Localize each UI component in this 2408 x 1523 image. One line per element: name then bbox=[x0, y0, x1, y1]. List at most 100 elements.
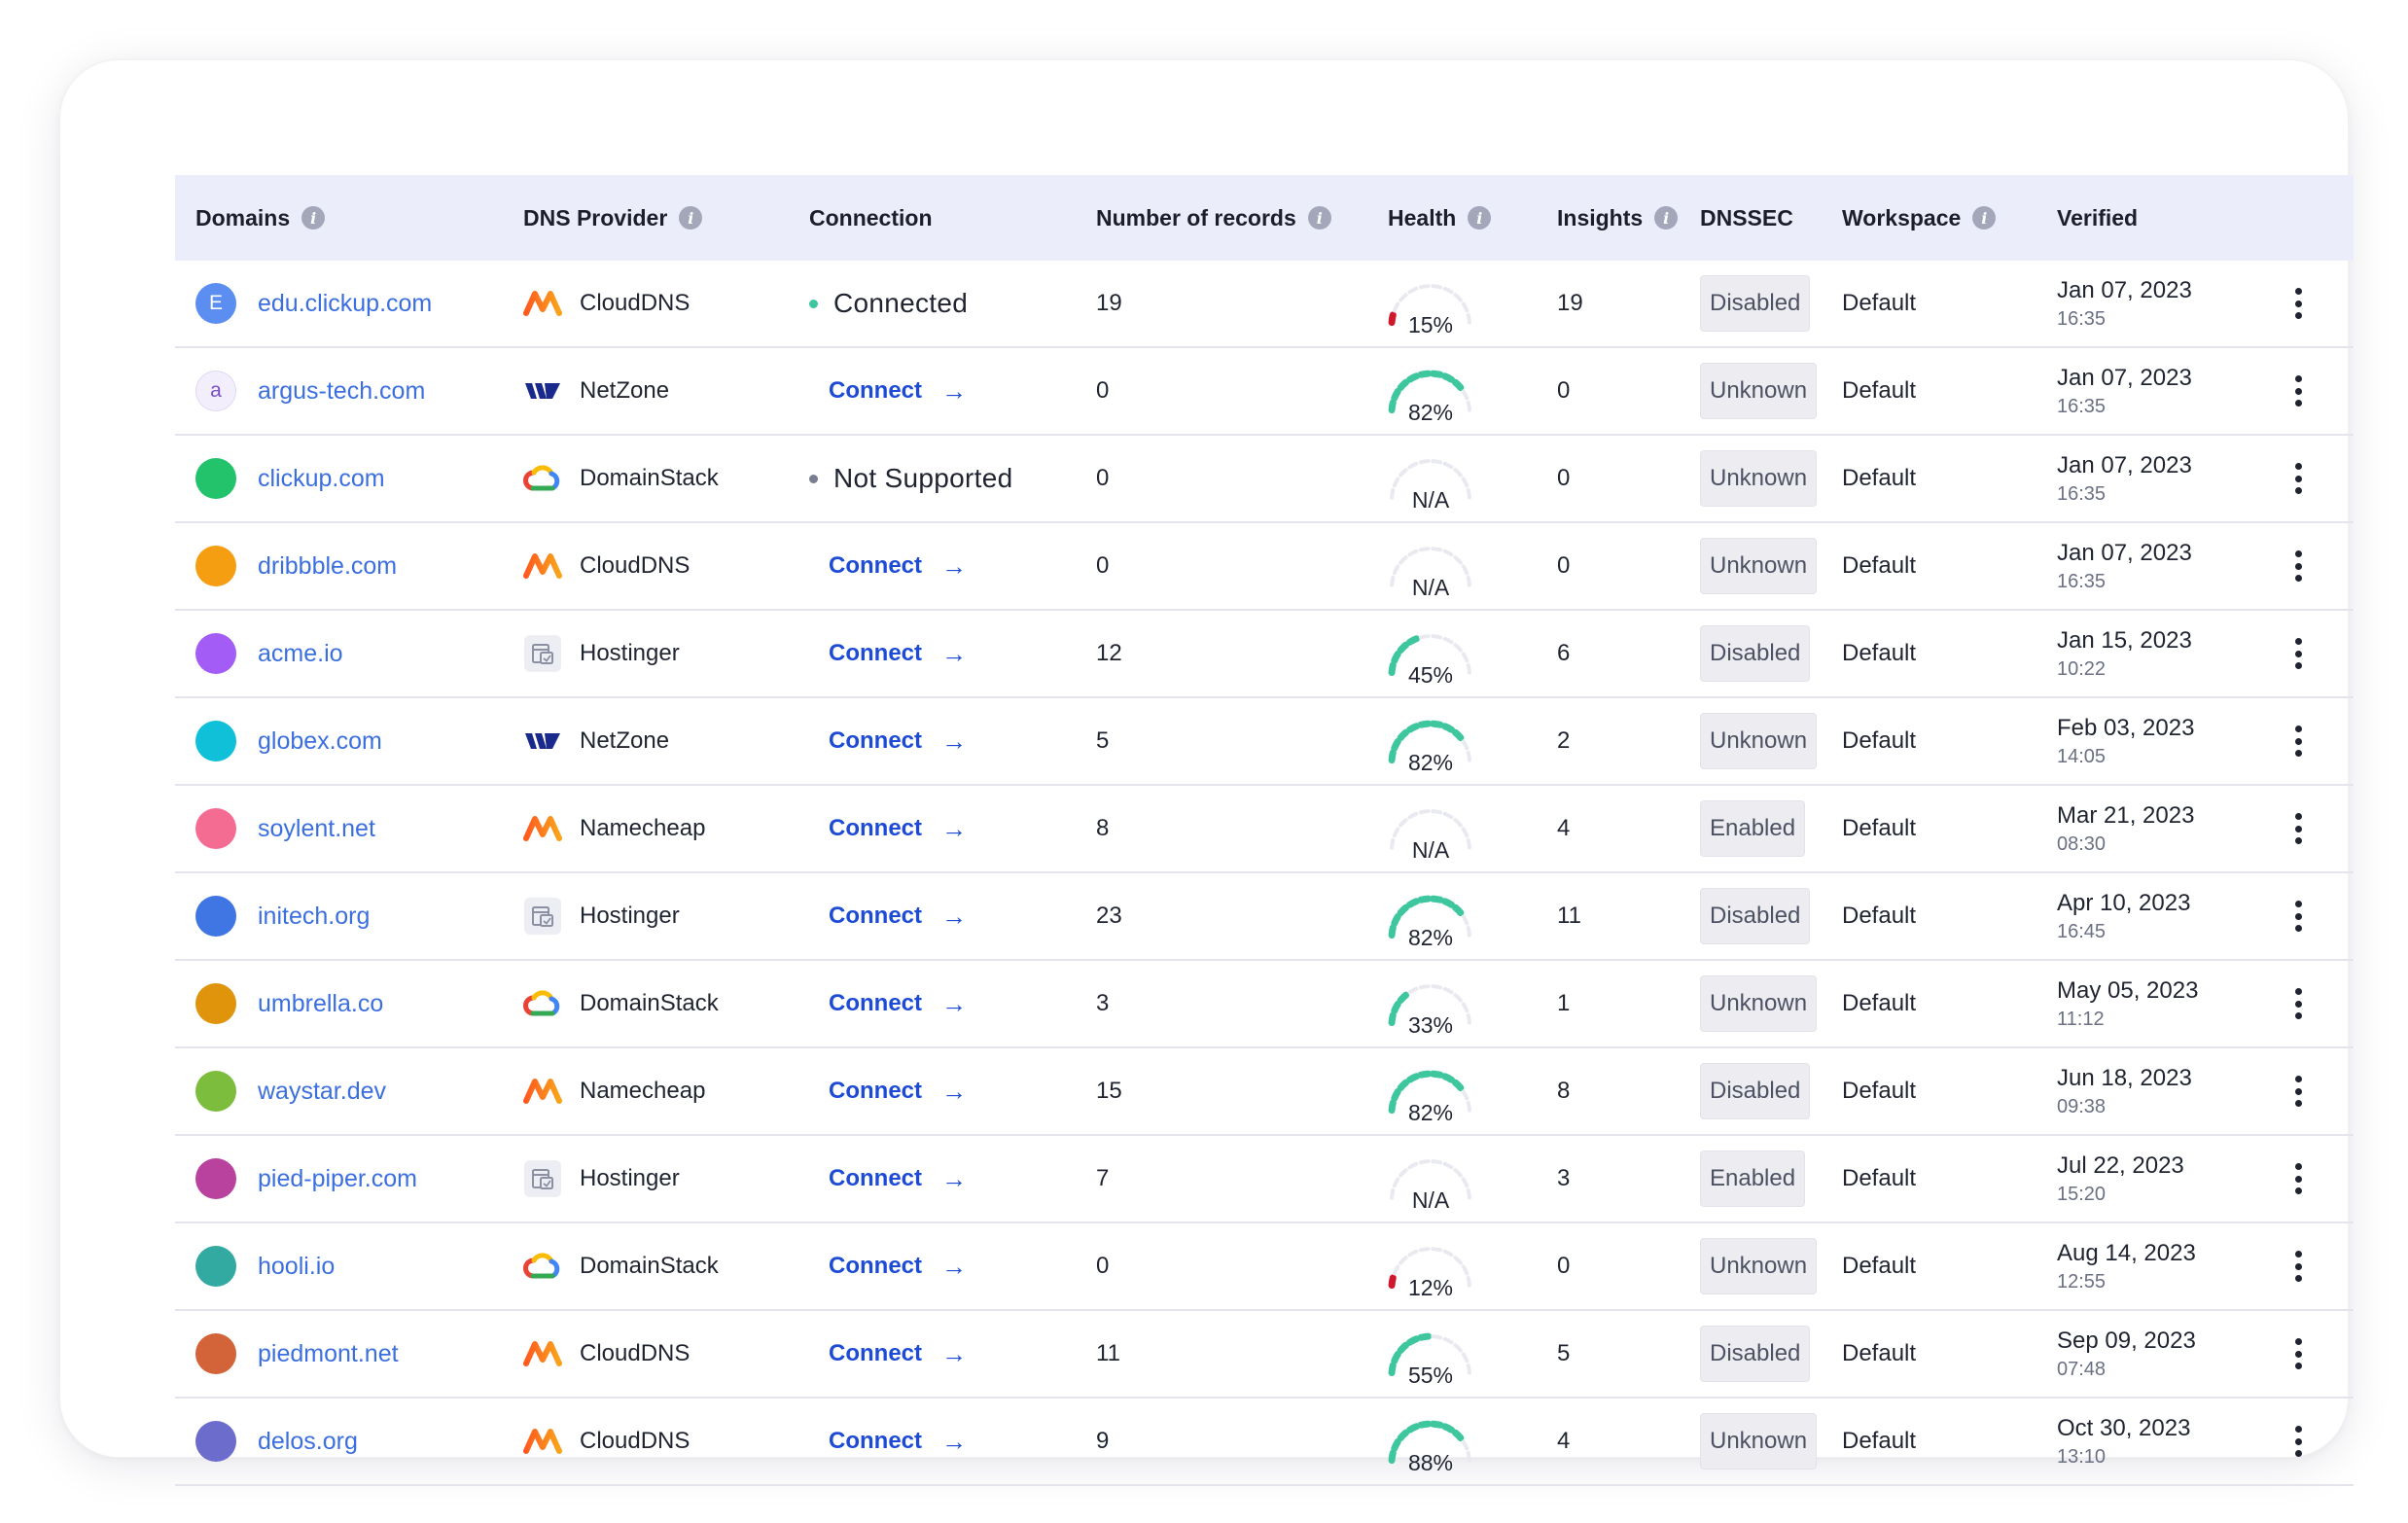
column-header-provider[interactable]: DNS Provider i bbox=[523, 175, 703, 261]
cloud-dns-logo-icon bbox=[523, 1422, 562, 1461]
connect-button[interactable]: Connect → bbox=[829, 989, 967, 1019]
connect-button[interactable]: Connect → bbox=[829, 1077, 967, 1107]
dnssec-cell: Unknown bbox=[1700, 698, 1818, 784]
info-icon[interactable]: i bbox=[1468, 206, 1492, 230]
connect-button[interactable]: Connect → bbox=[829, 376, 967, 407]
info-icon[interactable]: i bbox=[301, 206, 326, 230]
more-options-icon[interactable] bbox=[2288, 809, 2308, 848]
more-options-icon[interactable] bbox=[2288, 284, 2308, 323]
verified-cell: Jan 07, 2023 16:35 bbox=[2057, 523, 2192, 609]
health-value: N/A bbox=[1411, 837, 1450, 863]
dnssec-cell: Enabled bbox=[1700, 786, 1806, 871]
more-options-icon[interactable] bbox=[2288, 459, 2308, 498]
info-icon[interactable]: i bbox=[1972, 206, 1997, 230]
more-options-icon[interactable] bbox=[2288, 1422, 2308, 1461]
domain-link[interactable]: waystar.dev bbox=[258, 1077, 387, 1105]
domain-link[interactable]: pied-piper.com bbox=[258, 1164, 417, 1192]
column-header-connection[interactable]: Connection bbox=[809, 175, 933, 261]
more-options-icon[interactable] bbox=[2288, 1072, 2308, 1111]
more-options-icon[interactable] bbox=[2288, 634, 2308, 673]
connect-button[interactable]: Connect → bbox=[829, 1427, 967, 1457]
more-options-icon[interactable] bbox=[2288, 547, 2308, 585]
domain-link[interactable]: clickup.com bbox=[258, 464, 385, 492]
table-row: waystar.dev Namecheap Connect → 15 82% 8 Disabl… bbox=[175, 1048, 2354, 1136]
info-icon[interactable]: i bbox=[679, 206, 703, 230]
domain-link[interactable]: edu.clickup.com bbox=[258, 289, 433, 317]
insights-count: 0 bbox=[1557, 1253, 1571, 1279]
verified-time: 11:12 bbox=[2057, 1009, 2105, 1030]
dns-provider-cell: CloudDNS bbox=[523, 261, 690, 346]
connect-button[interactable]: Connect → bbox=[829, 902, 967, 932]
column-header-health[interactable]: Health i bbox=[1388, 175, 1492, 261]
health-cell: N/A bbox=[1384, 436, 1477, 521]
column-header-verified[interactable]: Verified bbox=[2057, 175, 2138, 261]
verified-date: Aug 14, 2023 bbox=[2057, 1240, 2196, 1266]
table-row: initech.org Hostinger Connect → 23 82% 11 Disab… bbox=[175, 873, 2354, 961]
connect-button[interactable]: Connect → bbox=[829, 814, 967, 844]
domain-link[interactable]: soylent.net bbox=[258, 814, 375, 842]
domain-link[interactable]: umbrella.co bbox=[258, 989, 384, 1017]
domain-link[interactable]: delos.org bbox=[258, 1427, 358, 1455]
row-actions-cell bbox=[2288, 611, 2308, 696]
domain-link[interactable]: acme.io bbox=[258, 639, 343, 667]
info-icon[interactable]: i bbox=[1654, 206, 1679, 230]
connect-button[interactable]: Connect → bbox=[829, 1252, 967, 1282]
dns-provider-cell: Namecheap bbox=[523, 786, 705, 871]
domain-avatar bbox=[195, 546, 236, 586]
connect-button[interactable]: Connect → bbox=[829, 639, 967, 669]
more-options-icon[interactable] bbox=[2288, 1159, 2308, 1198]
row-actions-cell bbox=[2288, 523, 2308, 609]
connect-button[interactable]: Connect → bbox=[829, 1164, 967, 1194]
dns-provider-name: CloudDNS bbox=[580, 1428, 691, 1454]
workspace-name: Default bbox=[1842, 1340, 1917, 1366]
dnssec-cell: Disabled bbox=[1700, 1048, 1811, 1134]
column-header-insights[interactable]: Insights i bbox=[1557, 175, 1679, 261]
column-header-workspace[interactable]: Workspace i bbox=[1842, 175, 1997, 261]
domain-link[interactable]: hooli.io bbox=[258, 1252, 336, 1280]
more-options-icon[interactable] bbox=[2288, 372, 2308, 410]
records-count: 12 bbox=[1096, 640, 1122, 666]
column-header-records[interactable]: Number of records i bbox=[1096, 175, 1331, 261]
health-gauge: 15% bbox=[1384, 274, 1477, 337]
connect-button[interactable]: Connect → bbox=[829, 1339, 967, 1369]
more-options-icon[interactable] bbox=[2288, 722, 2308, 761]
health-gauge: 45% bbox=[1384, 624, 1477, 688]
records-count: 19 bbox=[1096, 290, 1122, 316]
domain-avatar bbox=[195, 1421, 236, 1462]
insights-count: 5 bbox=[1557, 1340, 1571, 1366]
row-actions-cell bbox=[2288, 786, 2308, 871]
records-count: 0 bbox=[1096, 465, 1110, 491]
workspace-name: Default bbox=[1842, 1165, 1917, 1191]
dns-provider-cell: DomainStack bbox=[523, 1223, 719, 1309]
column-header-domain[interactable]: Domains i bbox=[195, 175, 326, 261]
more-options-icon[interactable] bbox=[2288, 1334, 2308, 1373]
dnssec-status-badge: Unknown bbox=[1700, 1413, 1818, 1470]
insights-count: 0 bbox=[1557, 465, 1571, 491]
connect-label: Connect bbox=[829, 377, 922, 404]
verified-cell: Jan 07, 2023 16:35 bbox=[2057, 261, 2192, 346]
dns-provider-cell: CloudDNS bbox=[523, 1399, 690, 1484]
domain-link[interactable]: dribbble.com bbox=[258, 551, 398, 580]
more-options-icon[interactable] bbox=[2288, 984, 2308, 1023]
row-actions-cell bbox=[2288, 261, 2308, 346]
more-options-icon[interactable] bbox=[2288, 897, 2308, 936]
verified-cell: Feb 03, 2023 14:05 bbox=[2057, 698, 2194, 784]
connect-button[interactable]: Connect → bbox=[829, 551, 967, 582]
domain-link[interactable]: piedmont.net bbox=[258, 1339, 399, 1367]
connect-button[interactable]: Connect → bbox=[829, 726, 967, 757]
domain-link[interactable]: argus-tech.com bbox=[258, 376, 426, 405]
dnssec-cell: Unknown bbox=[1700, 348, 1818, 434]
verified-time: 09:38 bbox=[2057, 1096, 2107, 1117]
more-options-icon[interactable] bbox=[2288, 1247, 2308, 1286]
domain-link[interactable]: initech.org bbox=[258, 902, 371, 930]
arrow-right-icon: → bbox=[941, 1251, 967, 1281]
column-header-dnssec[interactable]: DNSSEC bbox=[1700, 175, 1793, 261]
info-icon[interactable]: i bbox=[1307, 206, 1331, 230]
domain-link[interactable]: globex.com bbox=[258, 726, 382, 755]
dnssec-status-badge: Unknown bbox=[1700, 363, 1818, 419]
verified-time: 16:35 bbox=[2057, 396, 2107, 417]
connection-cell: Connect → bbox=[829, 1223, 967, 1309]
column-header-label: Number of records bbox=[1096, 204, 1296, 230]
